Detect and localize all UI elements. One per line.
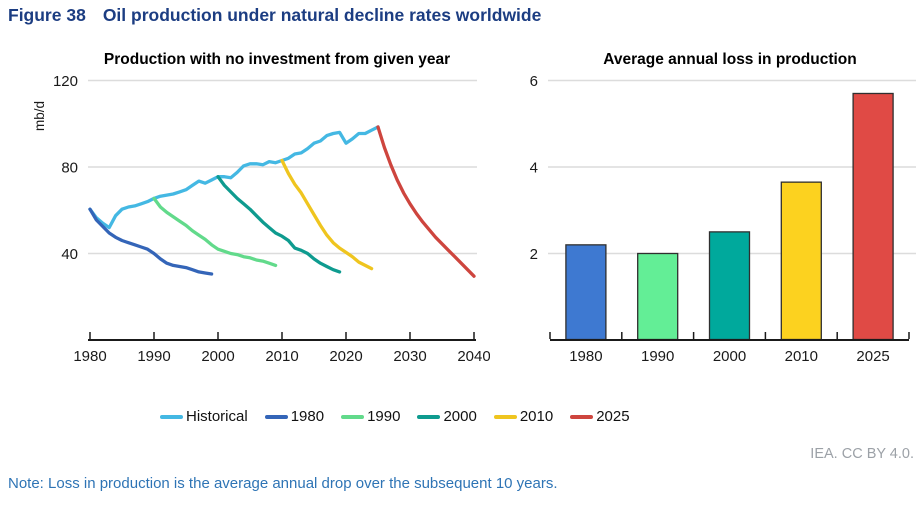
x-tick-label: 2000 (201, 348, 234, 365)
line-plot-area: 40 80 120 1980 1990 2000 2010 2020 2030 2040 (53, 73, 490, 365)
legend-item-2025: 2025 (570, 407, 630, 427)
legend-item-2000: 2000 (417, 407, 477, 427)
y-tick-label: 40 (61, 246, 78, 263)
x-tick-label: 1990 (137, 348, 170, 365)
y-tick-label: 120 (53, 73, 78, 90)
series-line-2025 (376, 125, 476, 278)
y-tick-label: 80 (61, 160, 78, 177)
legend-item-1980: 1980 (264, 407, 325, 427)
legend-item-2010: 2010 (493, 407, 554, 427)
series-line-1980 (88, 207, 214, 276)
loss-bar-chart: Average annual loss in production 2 4 6 198… (530, 51, 916, 365)
y-tick-label: 2 (530, 246, 538, 263)
figure-title: Oil production under natural decline rat… (102, 5, 542, 25)
series-line-2010 (280, 158, 374, 271)
legend-item-1990: 1990 (341, 407, 400, 427)
y-tick-label: 6 (530, 73, 538, 90)
y-axis-unit-label: mb/d (32, 101, 47, 131)
legend-swatch-icon (493, 415, 517, 419)
x-tick-label: 2030 (393, 348, 426, 365)
legend-label: 1980 (290, 408, 325, 425)
legend-label: 2010 (519, 408, 554, 425)
x-tick-label: 2040 (457, 348, 490, 365)
x-tick-label: 2010 (265, 348, 298, 365)
production-line-chart: Production with no investment from given… (32, 51, 490, 365)
series-line-2000 (216, 175, 342, 274)
legend-label: 1990 (367, 408, 401, 425)
legend-swatch-icon (570, 415, 594, 419)
bar-plot-area: 2 4 6 1980 1990 2000 2010 2025 (530, 73, 916, 365)
x-tick-label: 1980 (569, 348, 602, 365)
series-line-historical (88, 125, 380, 230)
x-tick-label: 2020 (329, 348, 362, 365)
x-tick-label: 1980 (73, 348, 106, 365)
x-tick-label: 2000 (713, 348, 746, 365)
figure-note: Note: Loss in production is the average … (8, 475, 558, 492)
x-tick-label: 2010 (785, 348, 818, 365)
x-tick-label: 1990 (641, 348, 674, 365)
x-tick-label: 2025 (856, 348, 889, 365)
series-line-1990 (152, 196, 278, 268)
line-chart-title: Production with no investment from given… (104, 51, 450, 68)
bar-1980 (565, 244, 607, 341)
bar-2010 (780, 181, 822, 341)
y-tick-label: 4 (530, 160, 538, 177)
legend-item-historical: Historical (160, 407, 248, 427)
legend-label: 2000 (443, 408, 477, 425)
legend-swatch-icon (264, 415, 288, 419)
legend-label: 2025 (596, 408, 630, 425)
figure-number: Figure 38 (8, 5, 86, 25)
legend-swatch-icon (160, 415, 183, 419)
license-credit: IEA. CC BY 4.0. (810, 446, 914, 462)
bar-2025 (852, 92, 894, 341)
legend-swatch-icon (417, 415, 441, 419)
bar-1990 (637, 252, 679, 341)
legend-label: Historical (186, 408, 248, 425)
bar-chart-title: Average annual loss in production (603, 51, 857, 68)
bar-2000 (708, 231, 751, 341)
chart-legend: Historical 1980 1990 2000 2010 2025 (160, 407, 630, 427)
figure-header: Figure 38 Oil production under natural de… (8, 5, 541, 26)
legend-swatch-icon (341, 415, 365, 419)
